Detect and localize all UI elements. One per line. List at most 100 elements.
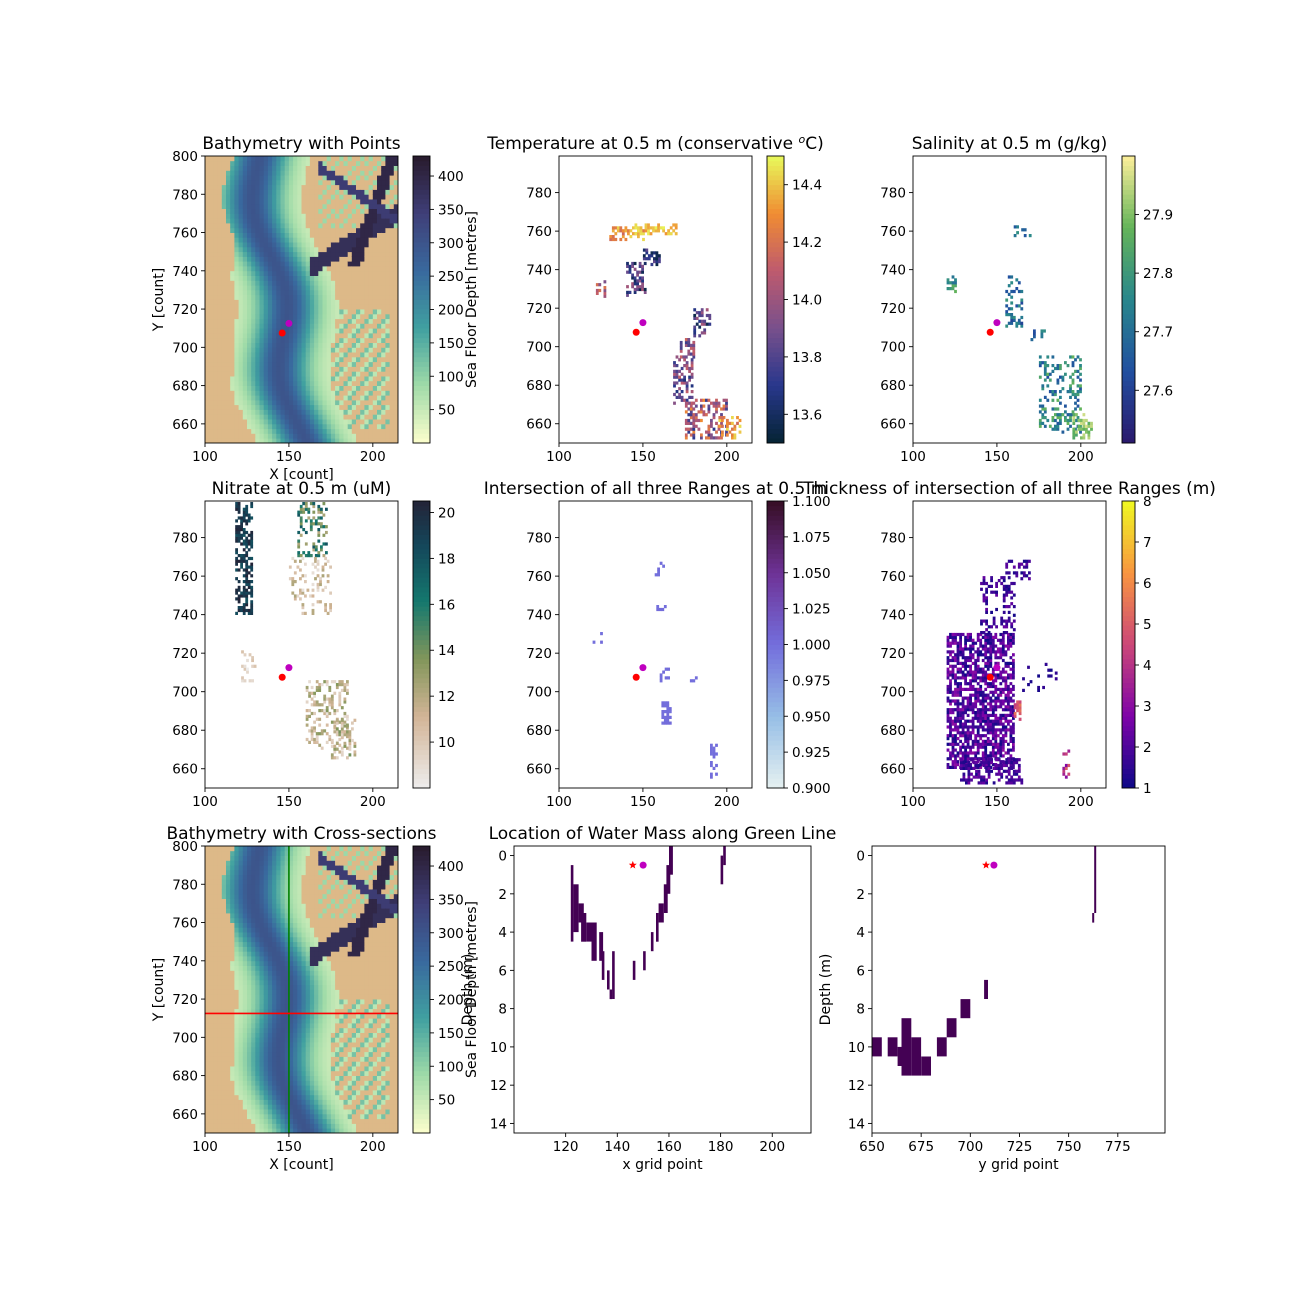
bathy-cell (343, 428, 349, 434)
field-cell (240, 608, 243, 613)
bathy-cell (217, 438, 223, 443)
colorbar-cell (413, 156, 430, 162)
bathy-cell (209, 270, 214, 276)
field-cell (664, 667, 668, 671)
bathy-cell (364, 289, 369, 296)
bathy-cell (347, 309, 353, 315)
field-cell (707, 424, 711, 428)
field-cell (324, 585, 327, 589)
field-cell (703, 328, 707, 332)
field-cell (299, 516, 303, 520)
field-cell (979, 653, 983, 657)
field-cell (237, 597, 241, 601)
field-cell (969, 745, 972, 749)
bathy-cell (255, 289, 260, 296)
bathy-cell (205, 170, 210, 176)
bathy-cell (267, 438, 273, 443)
bathy-cell (288, 328, 294, 334)
colorbar-cell (413, 515, 430, 521)
bathy-cell (372, 165, 378, 171)
field-cell (675, 375, 679, 379)
bathy-cell (251, 289, 256, 296)
field-cell (242, 539, 246, 543)
colorbar-cell (413, 548, 430, 555)
bathy-cell (217, 251, 223, 257)
field-cell (1074, 392, 1077, 397)
field-cell (698, 313, 702, 318)
field-cell (1076, 390, 1080, 394)
bathy-cell (381, 266, 386, 272)
field-cell (979, 667, 983, 671)
bathy-cell (377, 419, 382, 425)
bathy-cell (284, 380, 290, 386)
bathy-cell (356, 376, 361, 382)
bathy-cell (221, 156, 227, 162)
bathy-cell (356, 333, 361, 339)
field-cell (656, 605, 660, 609)
field-cell (1007, 292, 1011, 296)
bathy-cell (385, 333, 390, 339)
colorbar-cell (767, 682, 784, 688)
bathy-cell (326, 261, 332, 267)
bathy-cell (209, 304, 214, 310)
field-cell (976, 765, 980, 769)
bathy-cell (360, 328, 365, 334)
bathy-cell (339, 385, 344, 391)
field-cell (693, 334, 697, 338)
bathy-cell (230, 323, 235, 329)
field-cell (1017, 318, 1021, 322)
bathy-cell (368, 309, 374, 315)
field-cell (308, 714, 311, 718)
bathy-cell (263, 203, 269, 209)
bathy-cell (330, 380, 336, 386)
bathy-cell (272, 433, 277, 439)
bathy-cell (230, 251, 235, 257)
field-cell (976, 748, 980, 752)
field-cell (690, 401, 694, 405)
field-cell (638, 279, 642, 283)
colorbar-cell (413, 246, 430, 253)
bathy-cell (314, 194, 319, 200)
field-cell (712, 427, 716, 431)
bathy-cell (293, 366, 298, 372)
field-cell (959, 653, 962, 657)
bathy-cell (293, 213, 298, 219)
bathy-cell (385, 409, 390, 415)
field-cell (946, 690, 950, 694)
bathy-cell (267, 342, 273, 348)
field-cell (683, 375, 686, 379)
bathy-cell (272, 165, 277, 171)
bathy-cell (393, 165, 398, 171)
bathy-cell (335, 304, 340, 310)
bathy-cell (255, 237, 260, 243)
colorbar-cell (767, 505, 784, 511)
colorbar-cell (413, 438, 430, 444)
field-cell (725, 401, 728, 405)
bathy-cell (335, 170, 340, 176)
bathy-cell (280, 419, 286, 425)
field-cell (603, 286, 607, 290)
bathy-cell (330, 366, 336, 372)
colorbar-cell (413, 366, 430, 372)
field-cell (966, 754, 970, 758)
bathy-cell (314, 170, 319, 176)
field-cell (687, 430, 691, 434)
bathy-cell (381, 328, 386, 334)
field-cell (949, 673, 952, 677)
bathy-cell (343, 223, 349, 229)
field-cell (1017, 281, 1021, 285)
bathy-cell (368, 246, 374, 253)
field-cell (964, 737, 967, 741)
field-cell (969, 708, 972, 712)
colorbar-cell (413, 409, 430, 415)
bathy-cell (205, 404, 210, 410)
bathy-cell (259, 242, 265, 248)
bathy-cell (356, 223, 361, 229)
field-cell (245, 582, 249, 587)
bathy-cell (356, 199, 361, 205)
field-cell (315, 732, 319, 736)
bathy-cell (251, 261, 256, 267)
bathy-cell (284, 419, 290, 425)
bathy-cell (238, 423, 244, 430)
field-cell (250, 580, 254, 584)
